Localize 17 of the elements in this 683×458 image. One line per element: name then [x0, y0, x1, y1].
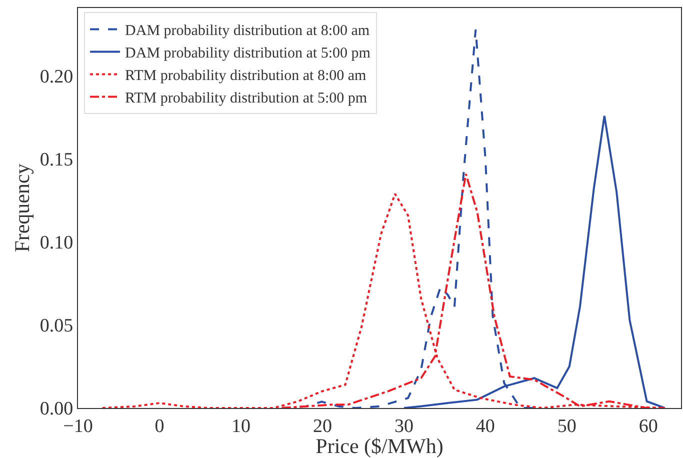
x-tick-label: 60 [638, 416, 658, 437]
y-axis-title: Frequency [10, 163, 34, 252]
legend-label: DAM probability distribution at 5:00 pm [125, 46, 371, 62]
legend-label: DAM probability distribution at 8:00 am [125, 23, 370, 40]
legend-label: RTM probability distribution at 8:00 am [125, 68, 367, 84]
y-tick-label: 0.20 [40, 66, 74, 88]
x-axis-title: Price ($/MWh) [316, 434, 444, 458]
x-tick-label: 20 [312, 416, 332, 437]
y-tick-label: 0.05 [40, 316, 74, 337]
x-tick-label: 40 [476, 416, 495, 437]
y-tick-label: 0.15 [40, 150, 74, 171]
y-tick-label: 0.10 [40, 232, 74, 254]
x-tick-label: 0 [154, 416, 164, 437]
legend-label: RTM probability distribution at 5:00 pm [125, 90, 368, 107]
x-tick-label: 30 [394, 416, 414, 437]
x-tick-label: 50 [557, 416, 576, 437]
x-tick-label: 10 [231, 416, 250, 437]
